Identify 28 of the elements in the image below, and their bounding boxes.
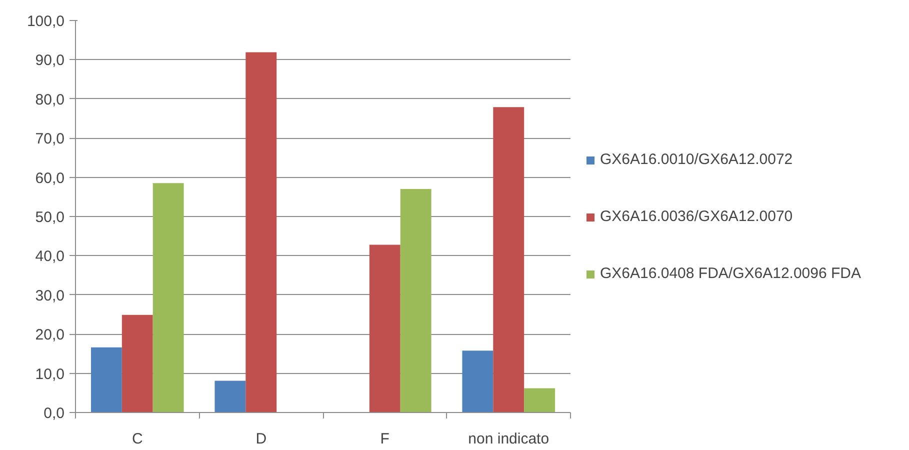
y-tick-label: 60,0	[35, 170, 65, 187]
legend-label: GX6A16.0408 FDA/GX6A12.0096 FDA	[600, 265, 861, 282]
y-tick-label: 70,0	[35, 130, 65, 148]
y-tick-label: 10,0	[35, 366, 65, 383]
y-tick-label: 0,0	[44, 405, 65, 422]
legend-label: GX6A16.0010/GX6A12.0072	[600, 151, 793, 168]
bar	[152, 183, 184, 412]
y-tick-label: 80,0	[35, 91, 65, 108]
bar	[524, 388, 556, 412]
bar	[90, 347, 122, 412]
bar	[246, 52, 277, 412]
y-tick-label: 50,0	[35, 209, 65, 226]
y-tick-label: 100,0	[26, 13, 65, 30]
bar	[493, 107, 524, 412]
y-tick-label: 90,0	[35, 52, 65, 70]
y-tick-label: 30,0	[35, 287, 65, 304]
bar	[462, 350, 494, 412]
bar	[369, 244, 400, 412]
x-tick-label: D	[256, 430, 267, 448]
bar	[400, 189, 432, 412]
y-tick-label: 20,0	[35, 326, 65, 344]
x-tick-label: C	[132, 430, 143, 448]
x-tick-label: non indicato	[468, 430, 550, 448]
bar	[214, 380, 246, 412]
y-tick-label: 40,0	[35, 248, 65, 266]
x-tick-label: F	[380, 430, 390, 448]
legend-label: GX6A16.0036/GX6A12.0070	[600, 208, 793, 225]
bar	[122, 314, 153, 412]
